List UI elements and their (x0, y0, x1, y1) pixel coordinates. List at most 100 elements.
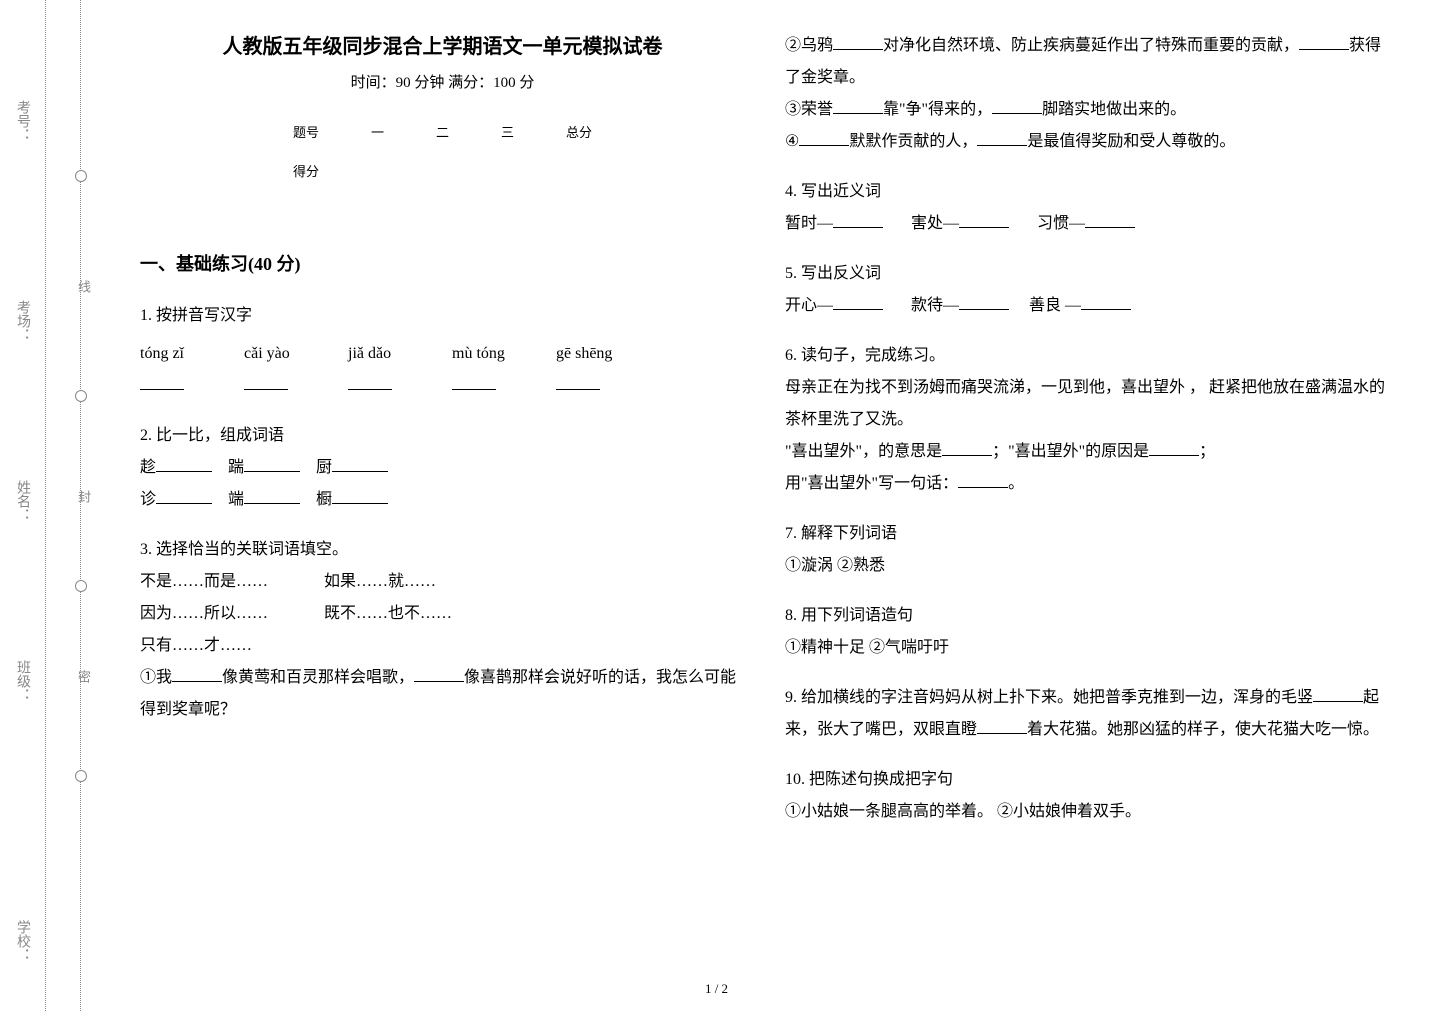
score-cell: 题号 (267, 112, 345, 151)
answer-blank (1313, 686, 1363, 702)
score-cell: 二 (410, 112, 475, 151)
seal-label-feng: 封 (74, 490, 93, 503)
q7-stem: 7. 解释下列词语 (785, 518, 1390, 550)
answer-blank (959, 294, 1009, 310)
q2-row1: 趁 踹 厨 (140, 452, 745, 484)
label-school: 学校： (12, 920, 32, 962)
answer-blank (348, 374, 392, 390)
answer-blank (244, 374, 288, 390)
sentence-text: 脚踏实地做出来的。 (1042, 101, 1186, 118)
q3-options-row1: 不是……而是…… 如果……就…… (140, 566, 745, 598)
word-text: 款待— (911, 297, 959, 314)
option-text: 既不……也不…… (324, 605, 452, 622)
pinyin-text: mù tóng (452, 345, 505, 362)
pinyin-cell: jiǎ dǎo (348, 338, 418, 402)
answer-blank (332, 456, 388, 472)
answer-blank (959, 212, 1009, 228)
pinyin-cell: tóng zǐ (140, 338, 210, 402)
page-number: 1 / 2 (705, 981, 728, 997)
pinyin-text: gē shēng (556, 345, 612, 362)
answer-blank (172, 666, 222, 682)
body-text: ； (1199, 443, 1215, 460)
question-4: 4. 写出近义词 暂时— 害处— 习惯— (785, 176, 1390, 240)
answer-blank (958, 472, 1008, 488)
question-10: 10. 把陈述句换成把字句 ①小姑娘一条腿高高的举着。 ②小姑娘伸着双手。 (785, 764, 1390, 828)
exam-subtitle: 时间：90 分钟 满分：100 分 (140, 71, 745, 92)
q6-body1: 母亲正在为找不到汤姆而痛哭流涕，一见到他，喜出望外 ， 赶紧把他放在盛满温水的茶… (785, 372, 1390, 436)
q3-sentence-3: ③荣誉靠"争"得来的，脚踏实地做出来的。 (785, 94, 1390, 126)
score-cell (475, 151, 540, 190)
q5-words: 开心— 款待— 善良 — (785, 290, 1390, 322)
answer-blank (244, 456, 300, 472)
score-cell: 三 (475, 112, 540, 151)
right-column: ②乌鸦对净化自然环境、防止疾病蔓延作出了特殊而重要的贡献，获得了金奖章。 ③荣誉… (785, 30, 1390, 846)
pinyin-cell: cǎi yào (244, 338, 314, 402)
q6-body3: 用"喜出望外"写一句话：。 (785, 468, 1390, 500)
sentence-text: 默默作贡献的人， (849, 133, 977, 150)
q4-words: 暂时— 害处— 习惯— (785, 208, 1390, 240)
q3-sentence-4: ④ 默默作贡献的人， 是最值得奖励和受人尊敬的。 (785, 126, 1390, 158)
score-cell (410, 151, 475, 190)
answer-blank (244, 488, 300, 504)
q6-stem: 6. 读句子，完成练习。 (785, 340, 1390, 372)
option-text: 不是……而是…… (140, 573, 268, 590)
sentence-text: 像黄莺和百灵那样会唱歌， (222, 669, 414, 686)
answer-blank (1149, 440, 1199, 456)
answer-blank (1299, 34, 1349, 50)
word-text: 习惯— (1037, 215, 1085, 232)
seal-label-mi: 密 (74, 670, 93, 683)
answer-blank (140, 374, 184, 390)
q3-options-row2: 因为……所以…… 既不……也不…… (140, 598, 745, 630)
q1-pinyin-row: tóng zǐ cǎi yào jiǎ dǎo mù tóng gē shēng (140, 338, 745, 402)
page-content: 人教版五年级同步混合上学期语文一单元模拟试卷 时间：90 分钟 满分：100 分… (140, 30, 1410, 846)
q9-text: 9. 给加横线的字注音妈妈从树上扑下来。她把普季克推到一边，浑身的毛竖 (785, 689, 1313, 706)
seal-label-line: 线 (74, 280, 93, 293)
score-cell (345, 151, 410, 190)
sentence-text: ③荣誉 (785, 101, 833, 118)
answer-blank (942, 440, 992, 456)
word-text: 厨 (316, 459, 332, 476)
q1-stem: 1. 按拼音写汉字 (140, 300, 745, 332)
answer-blank (156, 488, 212, 504)
dotted-line-1 (45, 0, 46, 1011)
word-text: 端 (228, 491, 244, 508)
word-text: 暂时— (785, 215, 833, 232)
exam-title: 人教版五年级同步混合上学期语文一单元模拟试卷 (140, 30, 745, 59)
question-9: 9. 给加横线的字注音妈妈从树上扑下来。她把普季克推到一边，浑身的毛竖起来，张大… (785, 682, 1390, 746)
body-text: 用"喜出望外"写一句话： (785, 475, 958, 492)
q3-stem: 3. 选择恰当的关联词语填空。 (140, 534, 745, 566)
question-6: 6. 读句子，完成练习。 母亲正在为找不到汤姆而痛哭流涕，一见到他，喜出望外 ，… (785, 340, 1390, 500)
answer-blank (977, 130, 1027, 146)
sentence-text: 对净化自然环境、防止疾病蔓延作出了特殊而重要的贡献， (883, 37, 1299, 54)
option-text: 因为……所以…… (140, 605, 268, 622)
answer-blank (992, 98, 1042, 114)
question-3: 3. 选择恰当的关联词语填空。 不是……而是…… 如果……就…… 因为……所以…… (140, 534, 745, 726)
q3-options-row3: 只有……才…… (140, 630, 745, 662)
word-text: 善良 — (1029, 297, 1081, 314)
question-8: 8. 用下列词语造句 ①精神十足 ②气喘吁吁 (785, 600, 1390, 664)
q7-body: ①漩涡 ②熟悉 (785, 550, 1390, 582)
answer-blank (833, 212, 883, 228)
label-exam-number: 考号： (12, 100, 32, 142)
q3-sentence-1: ①我像黄莺和百灵那样会唱歌，像喜鹊那样会说好听的话，我怎么可能得到奖章呢？ (140, 662, 745, 726)
word-text: 害处— (911, 215, 959, 232)
dotted-line-2 (80, 0, 81, 1011)
question-2: 2. 比一比，组成词语 趁 踹 厨 诊 端 橱 (140, 420, 745, 516)
sentence-text: ④ (785, 133, 799, 150)
word-text: 诊 (140, 491, 156, 508)
pinyin-cell: mù tóng (452, 338, 522, 402)
circle-mark (75, 770, 87, 782)
answer-blank (556, 374, 600, 390)
answer-blank (799, 130, 849, 146)
answer-blank (833, 98, 883, 114)
score-cell (540, 151, 618, 190)
pinyin-cell: gē shēng (556, 338, 626, 402)
sentence-text: 是最值得奖励和受人尊敬的。 (1027, 133, 1235, 150)
circle-mark (75, 390, 87, 402)
score-row-value: 得分 (267, 151, 618, 190)
section-1-head: 一、基础练习(40 分) (140, 250, 745, 276)
q5-stem: 5. 写出反义词 (785, 258, 1390, 290)
q10-body: ①小姑娘一条腿高高的举着。 ②小姑娘伸着双手。 (785, 796, 1390, 828)
left-column: 人教版五年级同步混合上学期语文一单元模拟试卷 时间：90 分钟 满分：100 分… (140, 30, 745, 846)
label-class: 班级： (12, 660, 32, 702)
